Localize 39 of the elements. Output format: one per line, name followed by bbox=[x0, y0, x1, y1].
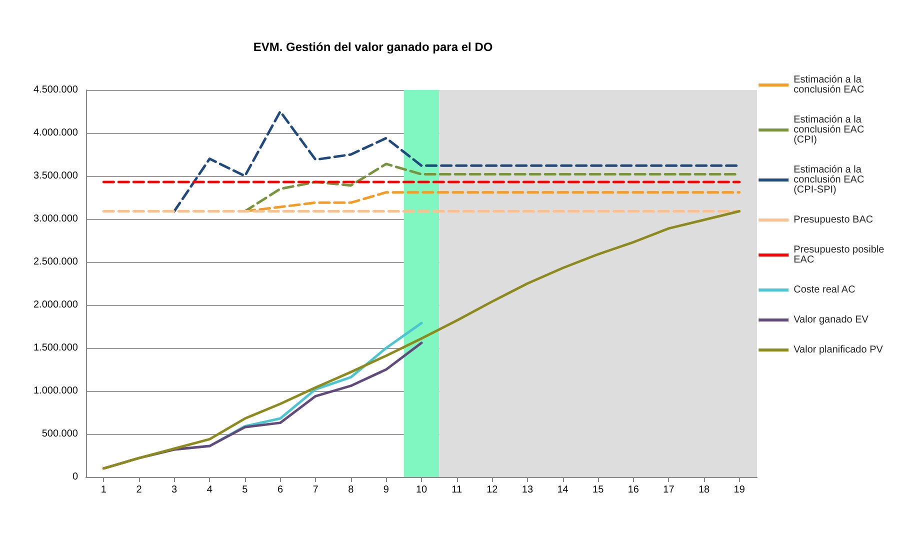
y-tick-label: 4.500.000 bbox=[34, 84, 78, 96]
x-tick-label: 11 bbox=[452, 484, 462, 496]
y-tick-label: 0 bbox=[72, 472, 78, 482]
legend-label: Estimación a la conclusión EAC (CPI) bbox=[794, 114, 867, 146]
legend-label: Valor ganado EV bbox=[794, 314, 869, 326]
x-tick-label: 17 bbox=[663, 484, 675, 496]
x-tick-label: 16 bbox=[628, 484, 640, 496]
legend-label: Presupuesto posible EAC bbox=[794, 244, 888, 266]
x-tick-label: 13 bbox=[522, 484, 534, 496]
x-tick-label: 2 bbox=[136, 484, 142, 496]
y-tick-label: 2.000.000 bbox=[34, 300, 78, 310]
x-tick-label: 18 bbox=[698, 484, 710, 496]
x-tick-label: 7 bbox=[312, 484, 319, 496]
y-tick-label: 3.500.000 bbox=[34, 170, 78, 182]
x-tick-label: 8 bbox=[348, 484, 354, 496]
legend-label: Estimación a la conclusión EAC bbox=[794, 74, 864, 96]
legend-label: Estimación a la conclusión EAC (CPI-SPI) bbox=[794, 164, 867, 196]
y-tick-label: 3.000.000 bbox=[34, 214, 78, 224]
x-tick-label: 6 bbox=[277, 484, 284, 496]
x-tick-label: 19 bbox=[734, 484, 746, 496]
y-tick-label: 1.000.000 bbox=[34, 386, 78, 396]
x-tick-label: 15 bbox=[592, 484, 604, 496]
legend-label: Presupuesto BAC bbox=[794, 214, 874, 226]
y-tick-label: 500.000 bbox=[42, 428, 78, 440]
y-tick-label: 2.500.000 bbox=[34, 256, 78, 268]
x-tick-label: 3 bbox=[172, 484, 178, 496]
x-tick-label: 5 bbox=[242, 484, 248, 496]
y-tick-label: 1.500.000 bbox=[34, 342, 78, 354]
line-series bbox=[102, 210, 741, 470]
x-tick-label: 12 bbox=[486, 484, 498, 496]
legend-label: Coste real AC bbox=[794, 284, 856, 296]
x-tick-label: 4 bbox=[206, 484, 213, 496]
legend-label: Valor planificado PV bbox=[794, 344, 884, 356]
x-tick-label: 9 bbox=[383, 484, 390, 496]
x-tick-label: 10 bbox=[416, 484, 428, 496]
chart-title: EVM. Gestión del valor ganado para el DO bbox=[253, 40, 493, 54]
x-tick-label: 1 bbox=[100, 484, 107, 496]
y-tick-label: 4.000.000 bbox=[34, 128, 78, 138]
x-tick-label: 14 bbox=[557, 484, 569, 496]
